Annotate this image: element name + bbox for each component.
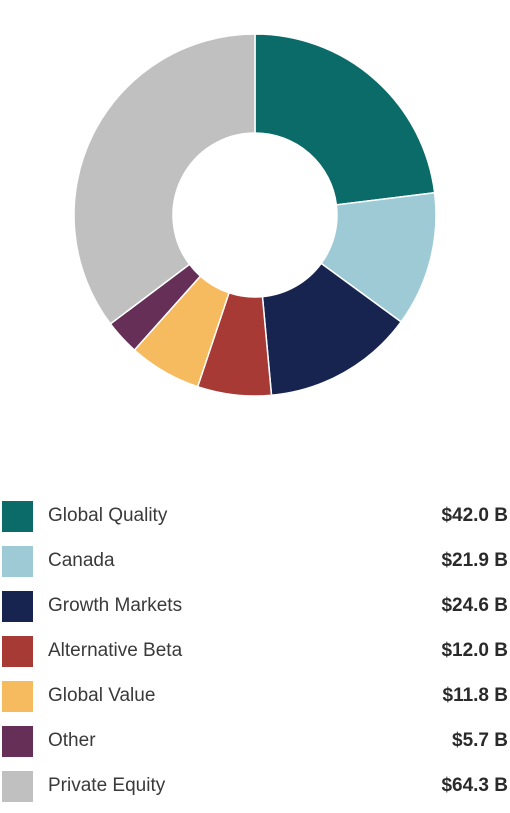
legend-item-canada: Canada $21.9 B — [0, 543, 510, 588]
legend-swatch — [2, 636, 33, 667]
legend-swatch — [2, 546, 33, 577]
legend-item-other: Other $5.7 B — [0, 723, 510, 768]
legend-label: Alternative Beta — [48, 640, 183, 661]
donut-slice-global-quality — [254, 33, 436, 206]
legend-item-private-equity: Private Equity $64.3 B — [0, 768, 510, 813]
legend-swatch — [2, 726, 33, 757]
legend-item-global-value: Global Value $11.8 B — [0, 678, 510, 723]
legend-label: Global Quality — [48, 505, 168, 526]
legend-item-global-quality: Global Quality $42.0 B — [0, 498, 510, 543]
legend-label: Private Equity — [48, 775, 166, 796]
legend-value: $64.3 B — [441, 775, 508, 796]
legend-label: Growth Markets — [48, 595, 183, 616]
donut-chart — [73, 33, 437, 397]
legend-item-alternative-beta: Alternative Beta $12.0 B — [0, 633, 510, 678]
legend-swatch — [2, 681, 33, 712]
legend-value: $12.0 B — [441, 640, 508, 661]
legend-swatch — [2, 501, 33, 532]
legend-label: Canada — [48, 550, 115, 571]
legend-value: $24.6 B — [441, 595, 508, 616]
legend-value: $21.9 B — [441, 550, 508, 571]
legend-swatch — [2, 771, 33, 802]
legend-item-growth-markets: Growth Markets $24.6 B — [0, 588, 510, 633]
legend-value: $5.7 B — [452, 730, 508, 751]
legend-label: Global Value — [48, 685, 156, 706]
legend-value: $42.0 B — [441, 505, 508, 526]
legend-label: Other — [48, 730, 96, 751]
legend-swatch — [2, 591, 33, 622]
chart-legend: Global Quality $42.0 B Canada $21.9 B Gr… — [0, 498, 510, 813]
legend-value: $11.8 B — [442, 685, 509, 706]
donut-slice-private-equity — [73, 33, 256, 325]
